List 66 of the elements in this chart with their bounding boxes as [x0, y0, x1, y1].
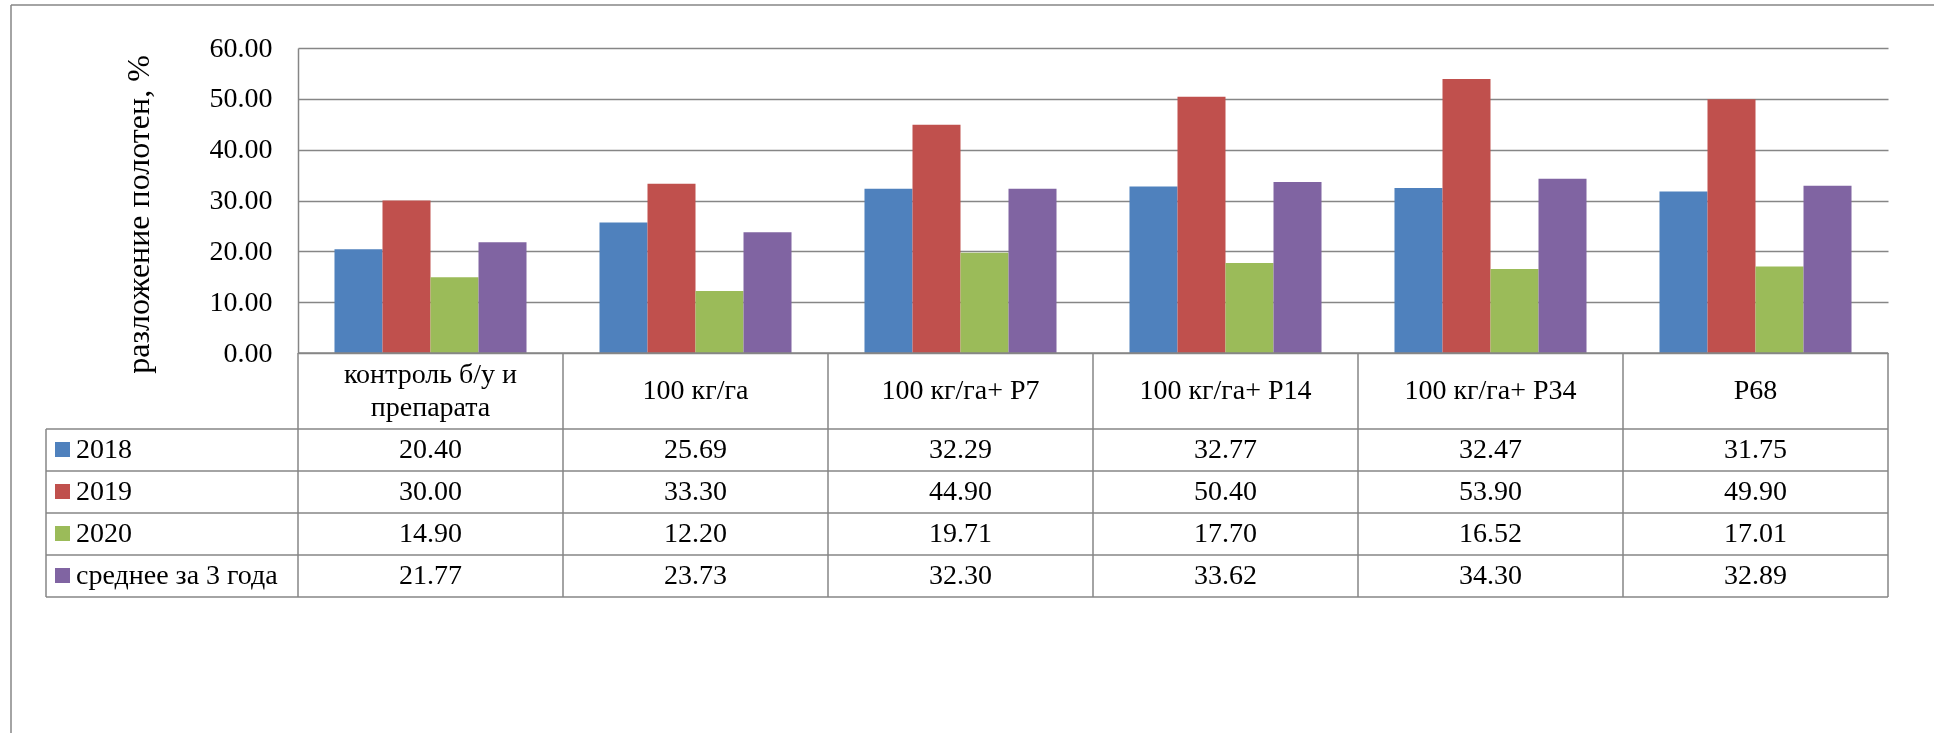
data-label: 14.90: [399, 517, 462, 548]
data-label: 30.00: [399, 475, 462, 506]
bar: [743, 232, 792, 353]
data-label: 32.77: [1194, 433, 1257, 464]
data-label: 25.69: [664, 433, 727, 464]
bar: [1177, 96, 1226, 353]
bar: [478, 242, 527, 353]
y-tick-label: 20.00: [209, 234, 273, 266]
data-label: 32.29: [929, 433, 992, 464]
data-label: 17.70: [1194, 517, 1257, 548]
bar: [1659, 191, 1708, 353]
y-tick-label: 30.00: [209, 184, 273, 215]
y-tick-label: 50.00: [209, 82, 273, 114]
x-tick-label: 100 кг/га+ P14: [1139, 374, 1312, 405]
y-tick-label: 60.00: [209, 31, 273, 63]
data-label: 20.40: [399, 433, 462, 464]
data-label: 44.90: [929, 475, 992, 506]
bar: [1225, 263, 1274, 353]
bar: [912, 124, 961, 353]
x-tick-label: 100 кг/га+ P34: [1404, 374, 1577, 405]
data-label: 32.47: [1459, 433, 1522, 464]
y-tick-label: 40.00: [209, 133, 273, 165]
bar: [1707, 99, 1756, 353]
data-label: 53.90: [1459, 475, 1522, 506]
legend-label: 2018: [76, 433, 132, 464]
bar: [1538, 178, 1587, 353]
data-label: 33.30: [664, 475, 727, 506]
data-label: 32.30: [929, 559, 992, 590]
bar: [647, 183, 696, 353]
data-label: 16.52: [1459, 517, 1522, 548]
bar: [334, 249, 383, 353]
data-label: 17.01: [1724, 517, 1787, 548]
data-label: 19.71: [929, 517, 992, 548]
bar: [1755, 266, 1804, 353]
bar: [1394, 187, 1443, 353]
data-label: 34.30: [1459, 559, 1522, 590]
data-label: 21.77: [399, 559, 462, 590]
data-label: 31.75: [1724, 433, 1787, 464]
bar: [599, 222, 648, 353]
y-tick-label: 10.00: [209, 285, 273, 317]
data-label: 32.89: [1724, 559, 1787, 590]
bar: [430, 277, 479, 353]
bar: [960, 252, 1009, 353]
x-tick-label: 100 кг/га+ P7: [881, 374, 1040, 405]
bar: [1442, 79, 1491, 353]
bar: [1008, 188, 1057, 353]
legend-label: среднее за 3 года: [76, 559, 279, 590]
x-tick-label: P68: [1733, 374, 1778, 405]
bar: [864, 188, 913, 353]
bar: [1490, 269, 1539, 353]
data-label: 12.20: [664, 517, 727, 548]
y-tick-label: 0.00: [223, 336, 273, 368]
bar: [695, 290, 744, 353]
x-tick-label: 100 кг/га: [642, 374, 749, 405]
legend-label: 2020: [76, 517, 132, 548]
bar: [1803, 185, 1852, 353]
bar: [382, 200, 431, 353]
data-label: 49.90: [1724, 475, 1787, 506]
data-label: 50.40: [1194, 475, 1257, 506]
data-label: 33.62: [1194, 559, 1257, 590]
bar: [1273, 182, 1322, 353]
legend-label: 2019: [76, 475, 132, 506]
bar: [1129, 186, 1178, 353]
x-tick-label: контроль б/у и препарата: [343, 357, 518, 422]
y-axis-title: разложение полотен, %: [119, 55, 156, 374]
data-label: 23.73: [664, 559, 727, 590]
